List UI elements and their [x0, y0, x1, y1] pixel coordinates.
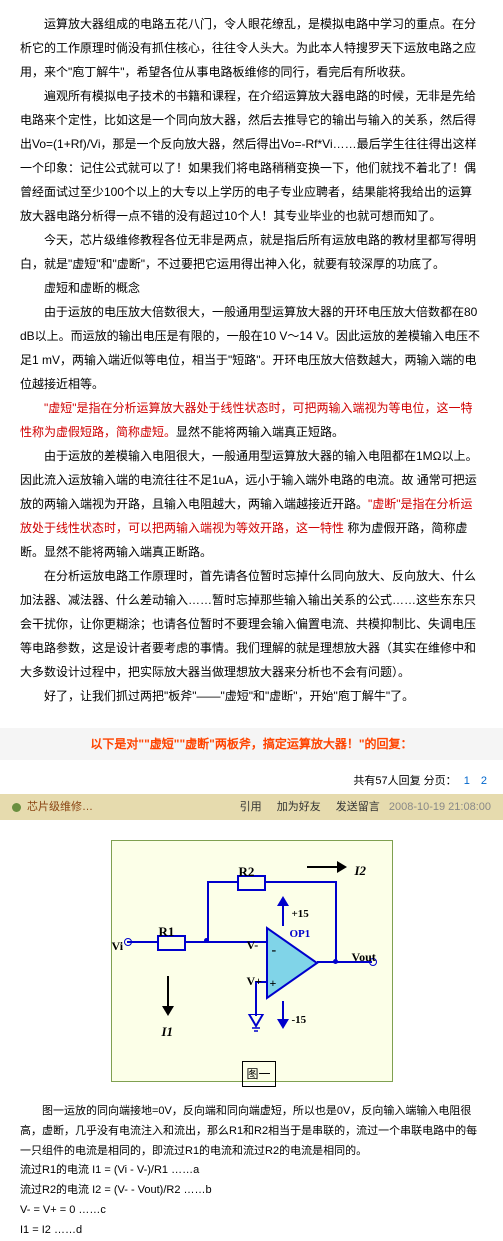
pagination: 共有57人回复 分页： 1 2	[353, 770, 491, 792]
reply-header: 以下是对""虚短""虚断"两板斧，搞定运算放大器！"的回复：	[0, 728, 503, 760]
formula: 流过R1的电流 I1 = (Vi - V-)/R1 ……a	[20, 1161, 483, 1181]
page-link[interactable]: 2	[481, 775, 487, 787]
message-link[interactable]: 发送留言	[336, 801, 380, 813]
paragraph: 由于运放的差模输入电阻很大，一般通用型运算放大器的输入电阻都在1MΩ以上。因此流…	[20, 444, 483, 564]
circuit-diagram: R1 R2 I2 I1 +15 -15 V- V+ - + Vi Vout OP…	[111, 840, 393, 1082]
paragraph: "虚短"是指在分析运算放大器处于线性状态时，可把两输入端视为等电位，这一特性称为…	[20, 396, 483, 444]
paragraph: 由于运放的电压放大倍数很大，一般通用型运算放大器的开环电压放大倍数都在80 dB…	[20, 300, 483, 396]
page-link[interactable]: 1	[464, 775, 470, 787]
quote-link[interactable]: 引用	[240, 801, 262, 813]
post-date: 2008-10-19 21:08:00	[389, 801, 491, 813]
post-text: 图一运放的同向端接地=0V，反向端和同向端虚短，所以也是0V，反向输入端输入电阻…	[20, 1102, 483, 1161]
heading: 虚短和虚断的概念	[20, 276, 483, 300]
paragraph: 运算放大器组成的电路五花八门，令人眼花缭乱，是模拟电路中学习的重点。在分析它的工…	[20, 12, 483, 84]
paragraph: 在分析运放电路工作原理时，首先请各位暂时忘掉什么同向放大、反向放大、什么加法器、…	[20, 564, 483, 684]
formula: 流过R2的电流 I2 = (V- - Vout)/R2 ……b	[20, 1181, 483, 1201]
formula: V- = V+ = 0 ……c	[20, 1201, 483, 1221]
username[interactable]: 芯片级维修…	[27, 801, 93, 813]
formula: I1 = I2 ……d	[20, 1221, 483, 1241]
paragraph: 遍观所有模拟电子技术的书籍和课程，在介绍运算放大器电路的时候，无非是先给电路来个…	[20, 84, 483, 228]
add-friend-link[interactable]: 加为好友	[277, 801, 321, 813]
paragraph: 今天，芯片级维修教程各位无非是两点，就是指后所有运放电路的教材里都写得明白，就是…	[20, 228, 483, 276]
paragraph: 好了，让我们抓过两把"板斧"——"虚短"和"虚断"，开始"庖丁解牛"了。	[20, 684, 483, 708]
status-dot-icon	[12, 803, 21, 812]
